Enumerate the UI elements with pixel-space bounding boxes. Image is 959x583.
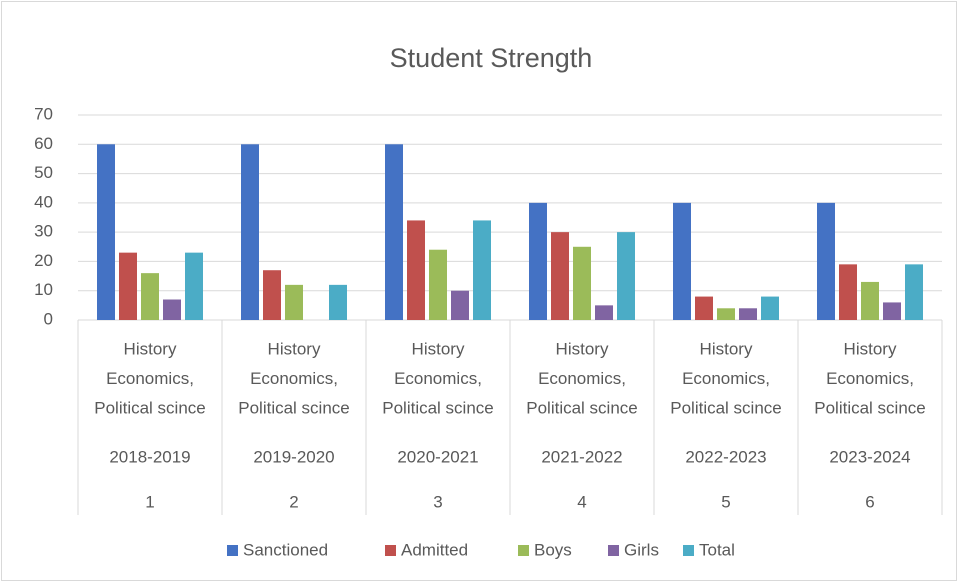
bar xyxy=(285,284,303,320)
bar xyxy=(263,270,281,320)
category-subject: Political scince xyxy=(238,398,350,417)
bar xyxy=(329,284,347,320)
category-year: 2020-2021 xyxy=(397,447,478,466)
bar xyxy=(573,246,591,320)
bar xyxy=(861,281,879,320)
legend-label: Sanctioned xyxy=(243,540,328,559)
y-tick-label: 70 xyxy=(34,104,53,123)
legend-label: Boys xyxy=(534,540,572,559)
legend-swatch xyxy=(227,545,238,556)
category-subject: Political scince xyxy=(670,398,782,417)
legend-swatch xyxy=(385,545,396,556)
bar xyxy=(429,249,447,320)
category-year: 2022-2023 xyxy=(685,447,766,466)
bar xyxy=(839,264,857,320)
bar xyxy=(595,305,613,320)
category-subject: Economics, xyxy=(538,369,626,388)
category-subject: Economics, xyxy=(250,369,338,388)
category-subject: Economics, xyxy=(682,369,770,388)
x-tick-label: 3 xyxy=(433,492,442,511)
x-tick-label: 2 xyxy=(289,492,298,511)
bar xyxy=(551,232,569,320)
category-subject: History xyxy=(556,339,609,358)
bar xyxy=(473,220,491,320)
bar xyxy=(119,252,137,320)
category-subject: History xyxy=(124,339,177,358)
bar xyxy=(451,290,469,320)
y-tick-label: 20 xyxy=(34,251,53,270)
y-tick-label: 30 xyxy=(34,222,53,241)
y-tick-label: 50 xyxy=(34,163,53,182)
bar xyxy=(717,308,735,320)
bar xyxy=(185,252,203,320)
bar xyxy=(817,202,835,320)
category-subject: Economics, xyxy=(106,369,194,388)
bar xyxy=(673,202,691,320)
category-subject: History xyxy=(700,339,753,358)
bar xyxy=(407,220,425,320)
chart-title: Student Strength xyxy=(390,43,593,73)
y-tick-label: 0 xyxy=(44,309,53,328)
category-subject: History xyxy=(268,339,321,358)
category-subject: History xyxy=(412,339,465,358)
category-year: 2021-2022 xyxy=(541,447,622,466)
category-subject: Economics, xyxy=(826,369,914,388)
legend-label: Girls xyxy=(624,540,659,559)
x-tick-label: 5 xyxy=(721,492,730,511)
bar xyxy=(163,299,181,320)
y-tick-label: 10 xyxy=(34,280,53,299)
bar xyxy=(97,144,115,320)
x-tick-label: 4 xyxy=(577,492,586,511)
bar xyxy=(141,273,159,320)
category-year: 2019-2020 xyxy=(253,447,334,466)
category-subject: Economics, xyxy=(394,369,482,388)
legend-swatch xyxy=(518,545,529,556)
x-tick-label: 1 xyxy=(145,492,154,511)
category-subject: Political scince xyxy=(382,398,494,417)
bar xyxy=(739,308,757,320)
bar xyxy=(905,264,923,320)
category-year: 2023-2024 xyxy=(829,447,910,466)
bar xyxy=(883,302,901,320)
category-subject: History xyxy=(844,339,897,358)
bar xyxy=(617,232,635,320)
legend-label: Admitted xyxy=(401,540,468,559)
bar xyxy=(695,296,713,320)
category-subject: Political scince xyxy=(94,398,206,417)
legend-swatch xyxy=(683,545,694,556)
y-tick-label: 40 xyxy=(34,192,53,211)
legend-swatch xyxy=(608,545,619,556)
category-subject: Political scince xyxy=(814,398,926,417)
category-year: 2018-2019 xyxy=(109,447,190,466)
legend-label: Total xyxy=(699,540,735,559)
bar xyxy=(385,144,403,320)
bar xyxy=(529,202,547,320)
x-tick-label: 6 xyxy=(865,492,874,511)
bar xyxy=(241,144,259,320)
bar xyxy=(761,296,779,320)
y-tick-label: 60 xyxy=(34,134,53,153)
category-subject: Political scince xyxy=(526,398,638,417)
